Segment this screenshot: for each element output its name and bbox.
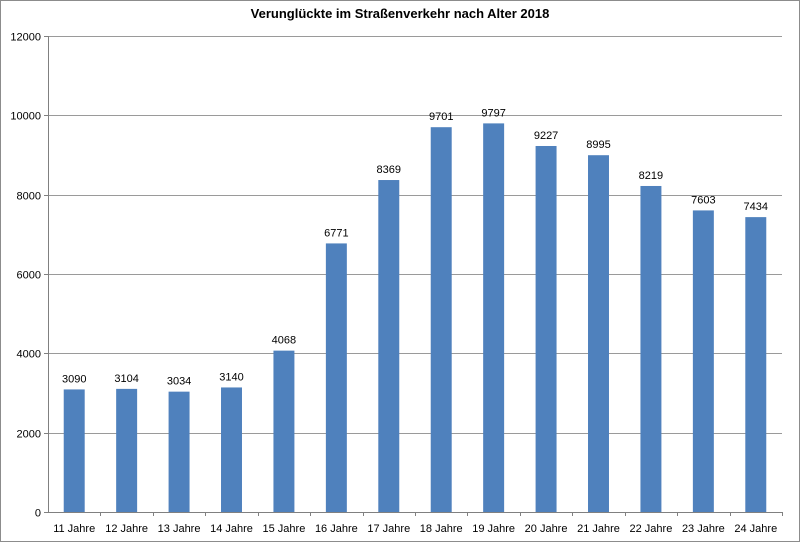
data-label: 8995 (586, 139, 610, 151)
y-tick-label: 12000 (10, 32, 41, 44)
data-labels: 3090 3104 3034 3140 4068 6771 8369 9701 9797 9227… (62, 107, 768, 387)
data-label: 3104 (114, 373, 138, 385)
data-label: 6771 (324, 227, 348, 239)
data-label: 3034 (167, 376, 191, 388)
data-label: 4068 (272, 335, 296, 347)
data-label: 9701 (429, 111, 453, 123)
bar (535, 145, 557, 512)
bar (325, 243, 347, 513)
x-tick-label: 18 Jahre (420, 523, 463, 535)
bar (640, 185, 662, 512)
y-tick-label: 6000 (17, 270, 41, 282)
y-tick-label: 2000 (17, 429, 41, 441)
bar (273, 350, 295, 512)
chart-title: Verunglückte im Straßenverkehr nach Alte… (250, 6, 550, 21)
axes (44, 36, 783, 516)
data-label: 7603 (691, 194, 715, 206)
x-tick-label: 19 Jahre (472, 523, 515, 535)
x-tick-label: 22 Jahre (630, 523, 673, 535)
x-tick-label: 15 Jahre (263, 523, 306, 535)
bars (63, 123, 767, 513)
x-tick-label: 21 Jahre (577, 523, 620, 535)
x-tick-label: 12 Jahre (105, 523, 148, 535)
data-label: 9227 (534, 130, 558, 142)
bar (692, 210, 714, 512)
y-tick-labels: 0 2000 4000 6000 8000 10000 12000 (10, 32, 41, 520)
y-tick-label: 4000 (17, 349, 41, 361)
x-tick-label: 20 Jahre (525, 523, 568, 535)
x-tick-label: 14 Jahre (210, 523, 253, 535)
bar (745, 217, 767, 513)
x-tick-label: 23 Jahre (682, 523, 725, 535)
data-label: 8369 (377, 164, 401, 176)
data-label: 3140 (219, 371, 243, 383)
data-label: 7434 (744, 201, 768, 213)
bar (168, 391, 190, 512)
bar (63, 389, 85, 512)
bar (221, 387, 242, 512)
y-tick-label: 10000 (10, 111, 41, 123)
data-label: 3090 (62, 373, 86, 385)
data-label: 9797 (481, 107, 505, 119)
x-tick-labels: 11 Jahre 12 Jahre 13 Jahre 14 Jahre 15 Jahre… (53, 523, 777, 535)
x-tick-label: 17 Jahre (367, 523, 410, 535)
y-tick-label: 0 (35, 508, 41, 520)
bar (430, 127, 452, 512)
bar (378, 180, 400, 512)
x-tick-label: 16 Jahre (315, 523, 358, 535)
x-tick-label: 11 Jahre (53, 523, 95, 535)
y-tick-label: 8000 (17, 191, 41, 203)
bar (483, 123, 505, 512)
bar (116, 388, 138, 512)
data-label: 8219 (639, 170, 663, 182)
x-tick-label: 24 Jahre (734, 523, 777, 535)
x-tick-label: 13 Jahre (158, 523, 201, 535)
bar (588, 155, 609, 512)
gridlines (48, 36, 782, 434)
